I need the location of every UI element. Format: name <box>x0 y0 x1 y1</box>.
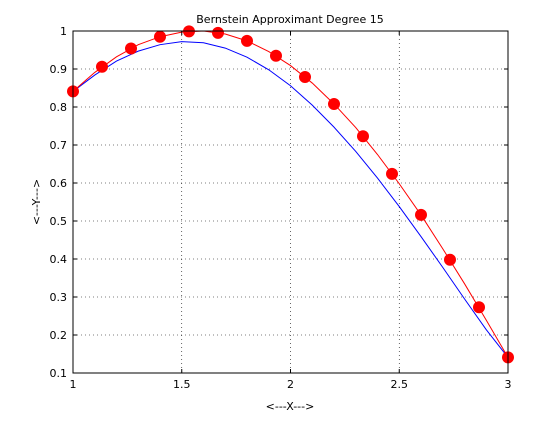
data-point-marker <box>154 30 166 43</box>
data-point-marker <box>212 26 225 39</box>
y-axis-label: <---Y---> <box>30 179 43 225</box>
data-point-marker <box>299 70 312 83</box>
y-tick-label: 1 <box>60 25 67 38</box>
x-tick-label: 1 <box>70 378 77 391</box>
y-tick-label: 0.8 <box>50 101 68 114</box>
ticks: 1 1.5 2 2.5 3 0.1 0.2 0.3 0.4 0.5 0.6 0.7 0.8 0.9 1 <box>50 25 512 391</box>
data-point-marker <box>328 97 340 110</box>
data-point-marker <box>269 49 282 62</box>
grid <box>73 31 508 373</box>
data-point-marker <box>125 42 138 55</box>
x-tick-label: 2.5 <box>391 378 409 391</box>
y-tick-label: 0.5 <box>50 215 68 228</box>
data-point-marker <box>241 34 253 47</box>
data-point-marker <box>443 253 456 266</box>
plot-area <box>73 31 508 373</box>
x-tick-label: 1.5 <box>173 378 191 391</box>
data-point-marker <box>356 130 369 143</box>
series-line-1 <box>72 30 509 358</box>
y-tick-label: 0.7 <box>50 139 68 152</box>
y-tick-label: 0.6 <box>50 177 68 190</box>
data-point-marker <box>95 60 108 73</box>
x-tick-label: 3 <box>505 378 512 391</box>
y-tick-label: 0.1 <box>50 367 68 380</box>
data-point-marker <box>473 301 486 314</box>
series-line-0 <box>72 41 509 358</box>
y-tick-label: 0.3 <box>50 291 68 304</box>
chart-title: Bernstein Approximant Degree 15 <box>196 13 383 26</box>
x-tick-label: 2 <box>287 378 294 391</box>
y-tick-label: 0.4 <box>50 253 68 266</box>
y-tick-label: 0.2 <box>50 329 68 342</box>
data-point-marker <box>415 208 427 221</box>
x-axis-label: <---X---> <box>266 400 315 413</box>
y-tick-label: 0.9 <box>50 63 68 76</box>
data-point-marker <box>386 167 399 180</box>
